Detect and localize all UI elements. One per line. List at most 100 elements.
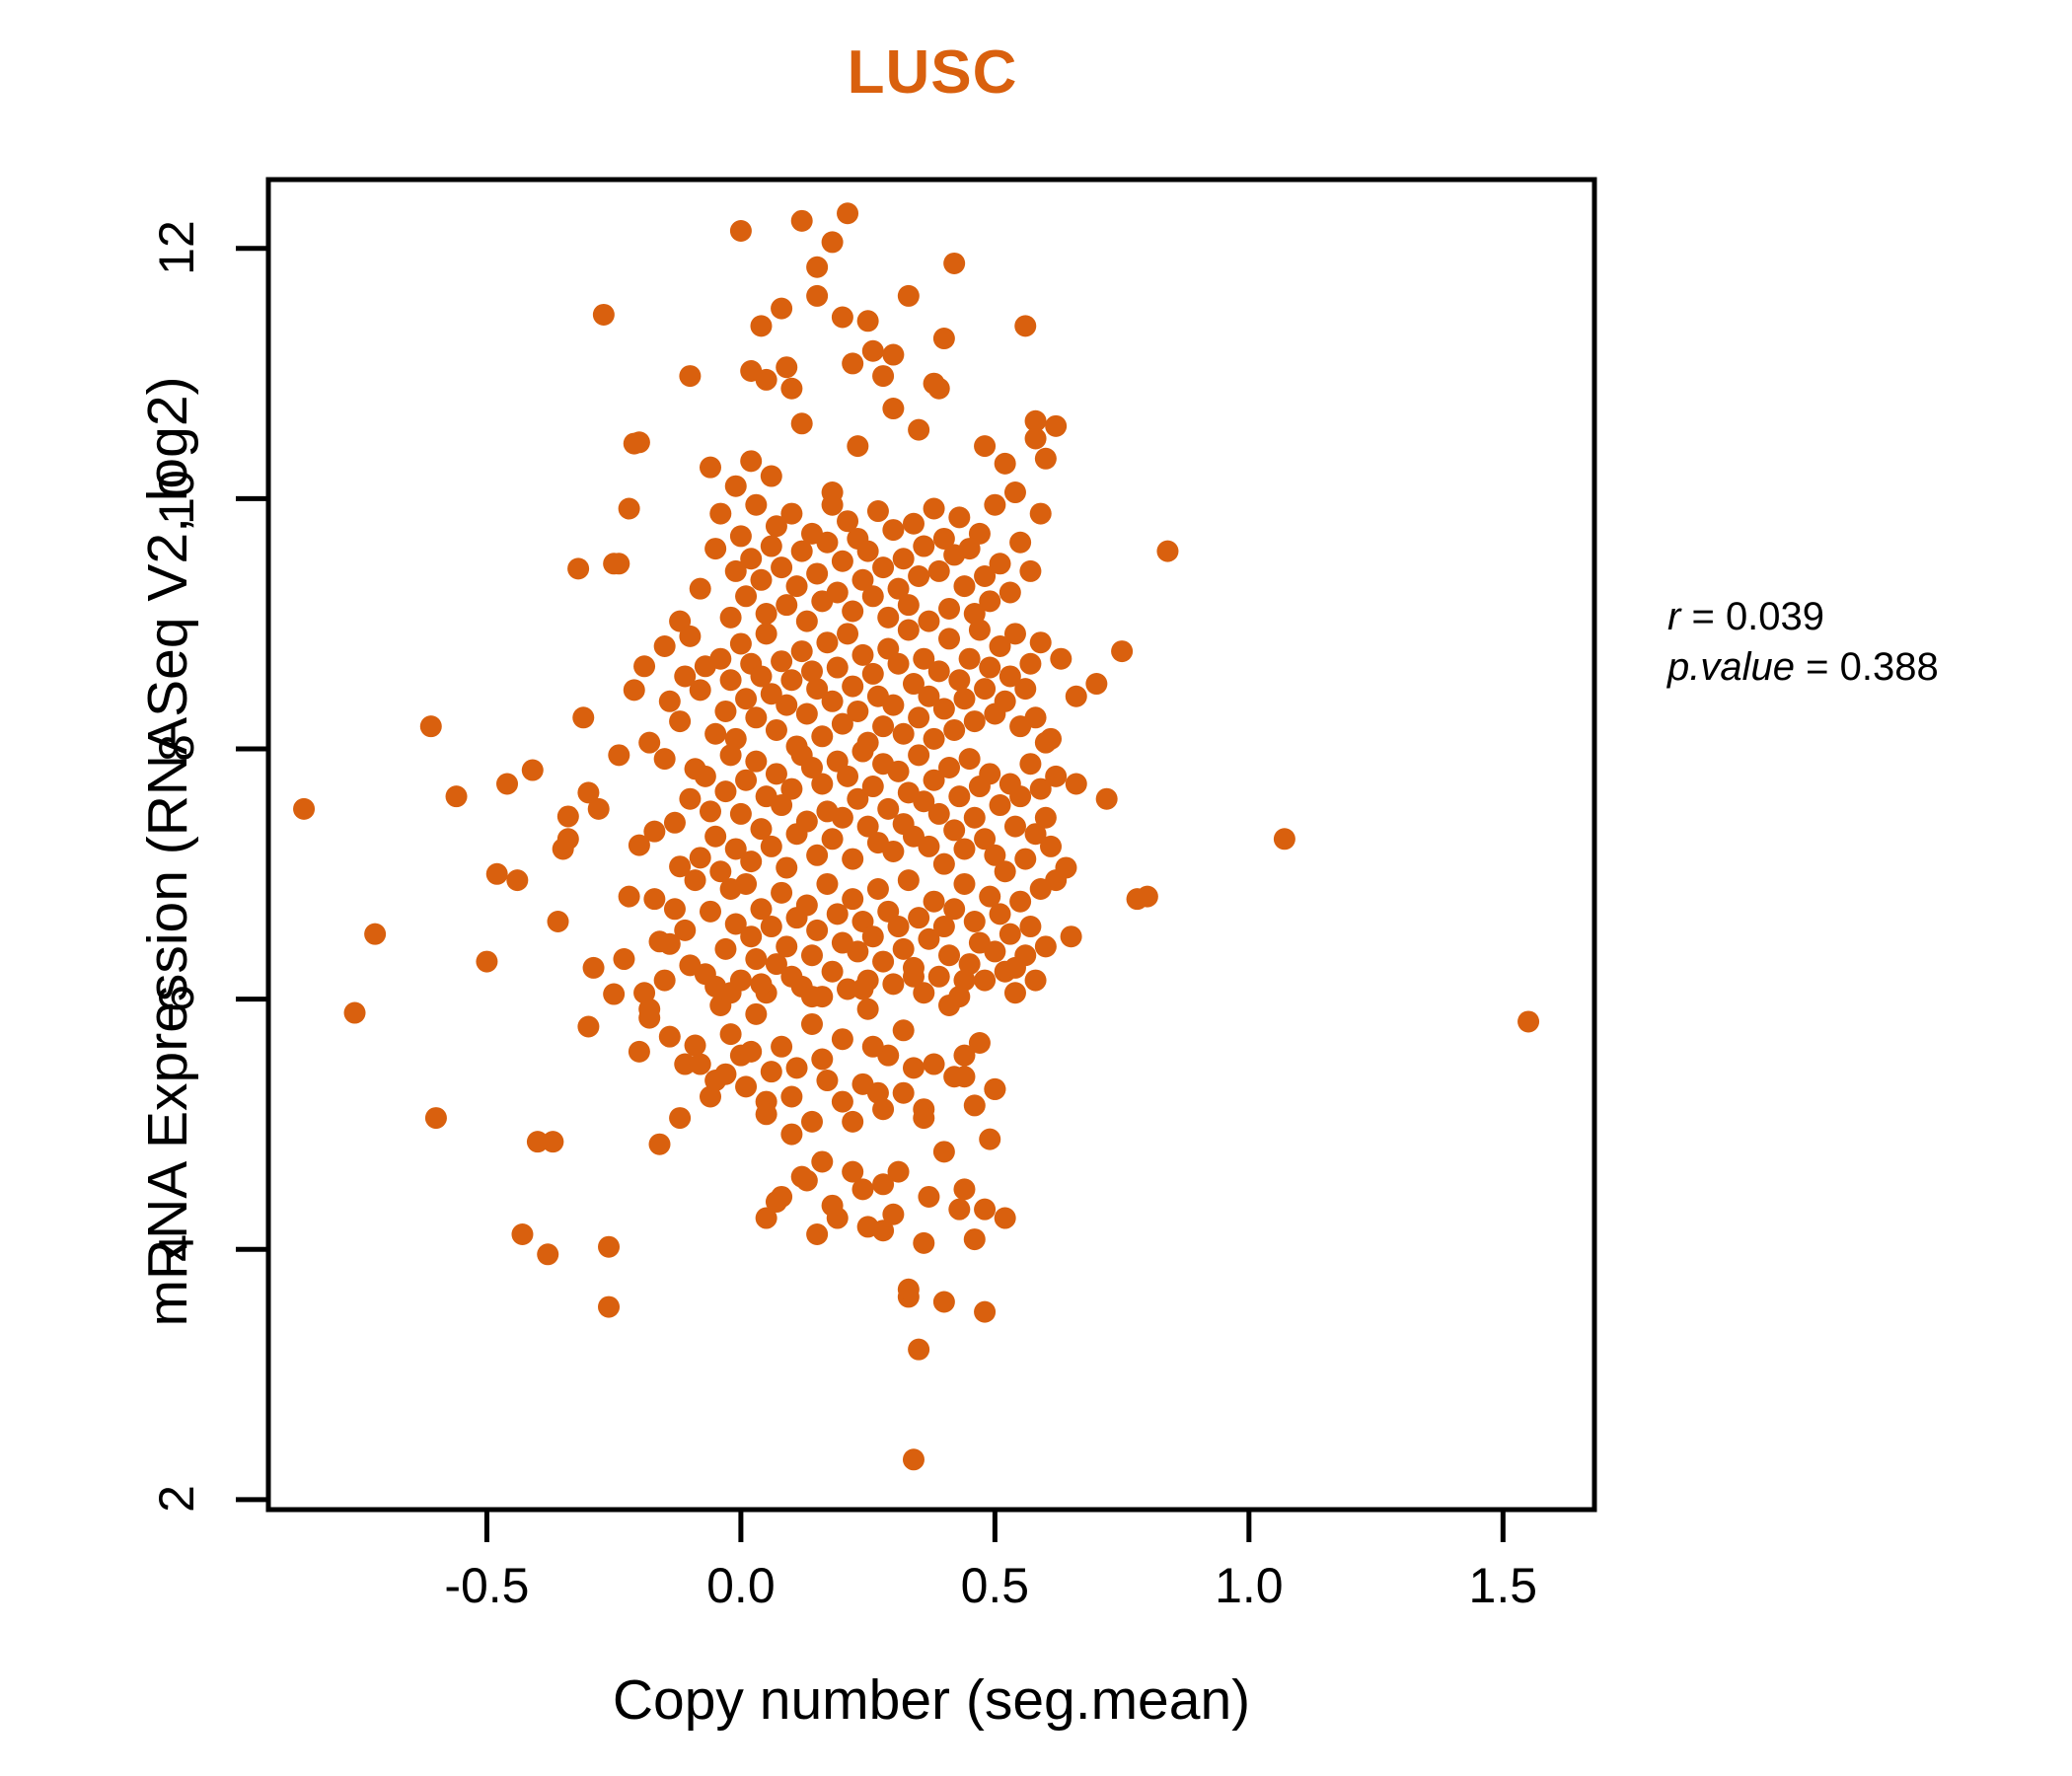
- data-point: [1024, 969, 1047, 992]
- data-point: [719, 669, 742, 692]
- data-point: [674, 919, 697, 941]
- data-point: [419, 715, 442, 738]
- data-point: [780, 1123, 803, 1146]
- data-point: [927, 660, 950, 683]
- data-point: [953, 688, 976, 710]
- data-point: [953, 575, 976, 598]
- data-point: [689, 847, 711, 869]
- data-point: [923, 769, 945, 791]
- data-point: [729, 525, 752, 548]
- data-point: [923, 372, 945, 395]
- data-point: [476, 950, 498, 973]
- data-point: [948, 1198, 971, 1221]
- data-point: [547, 910, 569, 932]
- data-point: [750, 973, 773, 996]
- data-point: [724, 559, 747, 582]
- data-point: [795, 610, 818, 632]
- data-point: [897, 1278, 920, 1300]
- data-point: [902, 1057, 925, 1079]
- data-point: [704, 538, 727, 560]
- data-point: [943, 1066, 966, 1088]
- data-point: [1045, 414, 1068, 437]
- data-point: [623, 679, 645, 702]
- data-point: [628, 1040, 650, 1063]
- data-point: [700, 900, 721, 923]
- data-point: [1034, 447, 1057, 470]
- data-point: [674, 665, 697, 688]
- data-point: [1517, 1010, 1540, 1033]
- data-point: [923, 727, 945, 750]
- data-point: [882, 398, 905, 420]
- data-point: [897, 284, 920, 307]
- data-points-layer: [293, 202, 1540, 1471]
- data-point: [679, 625, 702, 647]
- data-point: [974, 435, 997, 458]
- data-point: [603, 983, 626, 1005]
- data-point: [953, 1044, 976, 1067]
- data-point: [1095, 787, 1118, 810]
- data-point: [700, 800, 721, 823]
- data-point: [842, 888, 864, 911]
- data-point: [800, 944, 823, 967]
- data-point: [943, 718, 966, 741]
- data-point: [974, 678, 997, 701]
- data-point: [908, 1338, 930, 1361]
- pvalue-symbol: p.value: [1667, 645, 1795, 690]
- data-point: [872, 1173, 895, 1196]
- data-point: [963, 806, 986, 829]
- data-point: [866, 878, 889, 901]
- data-point: [927, 802, 950, 825]
- data-point: [1029, 777, 1052, 800]
- data-point: [755, 1207, 777, 1229]
- data-point: [826, 903, 849, 925]
- correlation-value: 0.039: [1725, 595, 1825, 638]
- data-point: [943, 819, 966, 842]
- data-point: [974, 969, 997, 992]
- data-point: [902, 512, 925, 535]
- data-point: [776, 356, 798, 379]
- data-point: [913, 790, 935, 813]
- data-point: [806, 256, 829, 278]
- data-point: [908, 907, 930, 929]
- data-point: [872, 950, 895, 973]
- data-point: [293, 797, 316, 820]
- data-point: [831, 806, 853, 829]
- data-point: [913, 535, 935, 557]
- data-point: [750, 315, 773, 337]
- data-point: [780, 377, 803, 400]
- data-point: [653, 969, 676, 992]
- data-point: [887, 1160, 910, 1183]
- data-point: [851, 643, 874, 666]
- data-point: [776, 594, 798, 617]
- data-point: [994, 1207, 1016, 1229]
- data-point: [1040, 835, 1063, 857]
- data-point: [908, 744, 930, 767]
- data-point: [795, 810, 818, 833]
- data-point: [506, 869, 529, 892]
- data-point: [735, 1075, 758, 1098]
- data-point: [908, 706, 930, 729]
- data-point: [689, 679, 711, 702]
- data-point: [861, 662, 884, 685]
- data-point: [877, 797, 900, 820]
- data-point: [958, 647, 981, 670]
- data-point: [872, 365, 895, 388]
- data-point: [892, 1081, 915, 1104]
- data-point: [795, 703, 818, 725]
- data-point: [771, 650, 793, 673]
- data-point: [496, 773, 519, 795]
- data-point: [714, 700, 737, 722]
- data-point: [790, 209, 813, 232]
- data-point: [608, 744, 630, 767]
- data-point: [821, 1194, 844, 1217]
- data-point: [963, 710, 986, 733]
- data-point: [750, 568, 773, 591]
- data-point: [1019, 652, 1042, 675]
- data-point: [679, 365, 702, 388]
- data-point: [861, 585, 884, 608]
- data-point: [831, 712, 853, 735]
- data-point: [755, 603, 777, 626]
- data-point: [740, 925, 763, 948]
- pvalue-annotation: p.value = 0.388: [1667, 642, 1939, 693]
